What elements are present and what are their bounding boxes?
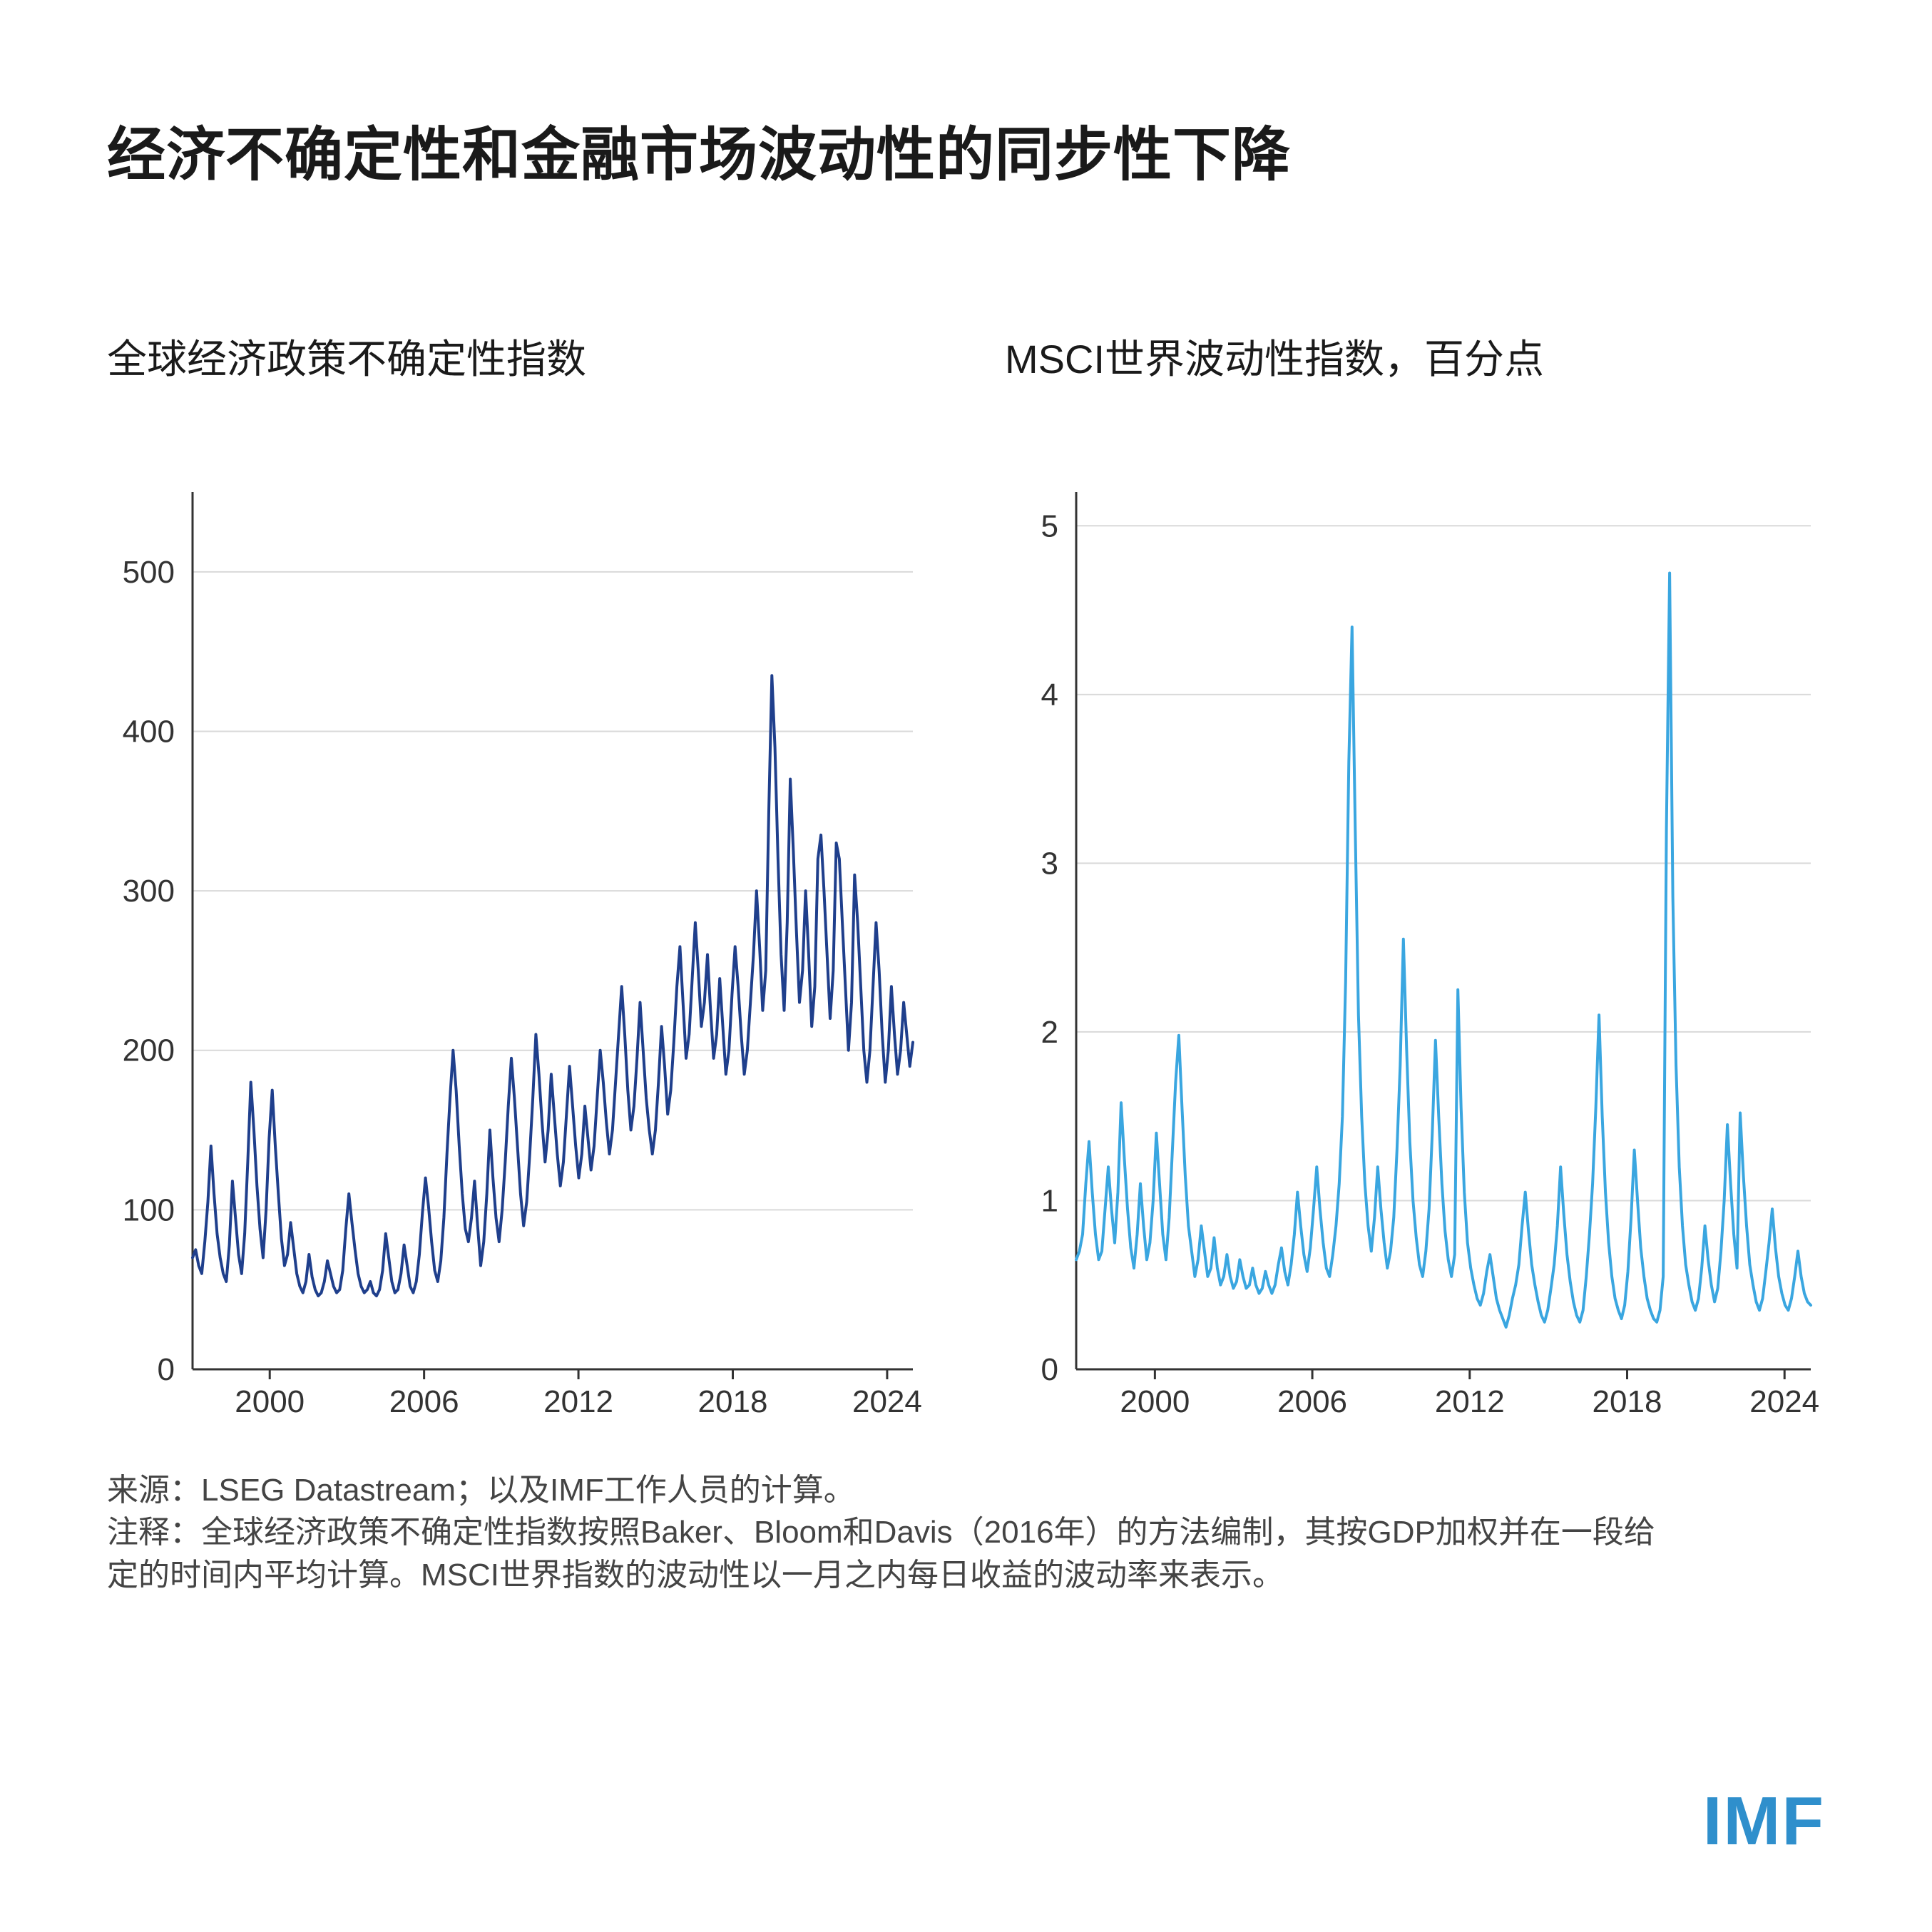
svg-text:2018: 2018 <box>698 1384 768 1419</box>
chart-right-subtitle: MSCI世界波动性指数，百分点 <box>1005 327 1825 385</box>
page-title: 经济不确定性和金融市场波动性的同步性下降 <box>107 107 1825 192</box>
svg-text:2006: 2006 <box>389 1384 459 1419</box>
svg-text:2012: 2012 <box>1435 1384 1505 1419</box>
footer-notes: 来源：LSEG Datastream；以及IMF工作人员的计算。 注释：全球经济… <box>107 1469 1676 1596</box>
svg-text:200: 200 <box>123 1033 175 1068</box>
chart-left-subtitle: 全球经济政策不确定性指数 <box>107 327 927 385</box>
chart-left-svg: 0 100 200 300 400 500 2000 2006 2012 2018 2024 <box>107 485 927 1426</box>
chart-right-svg: 0 1 2 3 4 5 2000 2006 2012 2018 2024 <box>1005 485 1825 1426</box>
page: 经济不确定性和金融市场波动性的同步性下降 全球经济政策不确定性指数 010020… <box>0 0 1932 1932</box>
svg-text:2024: 2024 <box>852 1384 922 1419</box>
svg-text:2000: 2000 <box>235 1384 305 1419</box>
svg-text:500: 500 <box>123 555 175 590</box>
svg-text:1: 1 <box>1041 1183 1058 1218</box>
svg-text:100: 100 <box>123 1192 175 1227</box>
svg-text:2006: 2006 <box>1277 1384 1347 1419</box>
svg-text:300: 300 <box>123 874 175 909</box>
svg-text:2018: 2018 <box>1593 1384 1662 1419</box>
svg-text:5: 5 <box>1041 508 1058 543</box>
svg-text:2000: 2000 <box>1120 1384 1190 1419</box>
chart-right-box: MSCI世界波动性指数，百分点 0 1 2 3 4 5 2000 2006 2012 2018 20… <box>1005 327 1825 1426</box>
svg-text:4: 4 <box>1041 678 1058 712</box>
svg-text:3: 3 <box>1041 846 1058 881</box>
svg-text:0: 0 <box>1041 1352 1058 1387</box>
svg-text:2: 2 <box>1041 1015 1058 1050</box>
source-text: 来源：LSEG Datastream；以及IMF工作人员的计算。 <box>107 1469 1676 1511</box>
imf-logo: IMF <box>1703 1782 1825 1861</box>
charts-row: 全球经济政策不确定性指数 010020030040050020002006201… <box>107 327 1825 1426</box>
chart-left-box: 全球经济政策不确定性指数 0 100 200 300 400 500 2000 2006 201… <box>107 327 927 1426</box>
svg-text:400: 400 <box>123 714 175 749</box>
svg-text:2012: 2012 <box>543 1384 613 1419</box>
svg-text:0: 0 <box>158 1352 175 1387</box>
svg-text:2024: 2024 <box>1749 1384 1819 1419</box>
note-text: 注释：全球经济政策不确定性指数按照Baker、Bloom和Davis（2016年… <box>107 1511 1676 1596</box>
